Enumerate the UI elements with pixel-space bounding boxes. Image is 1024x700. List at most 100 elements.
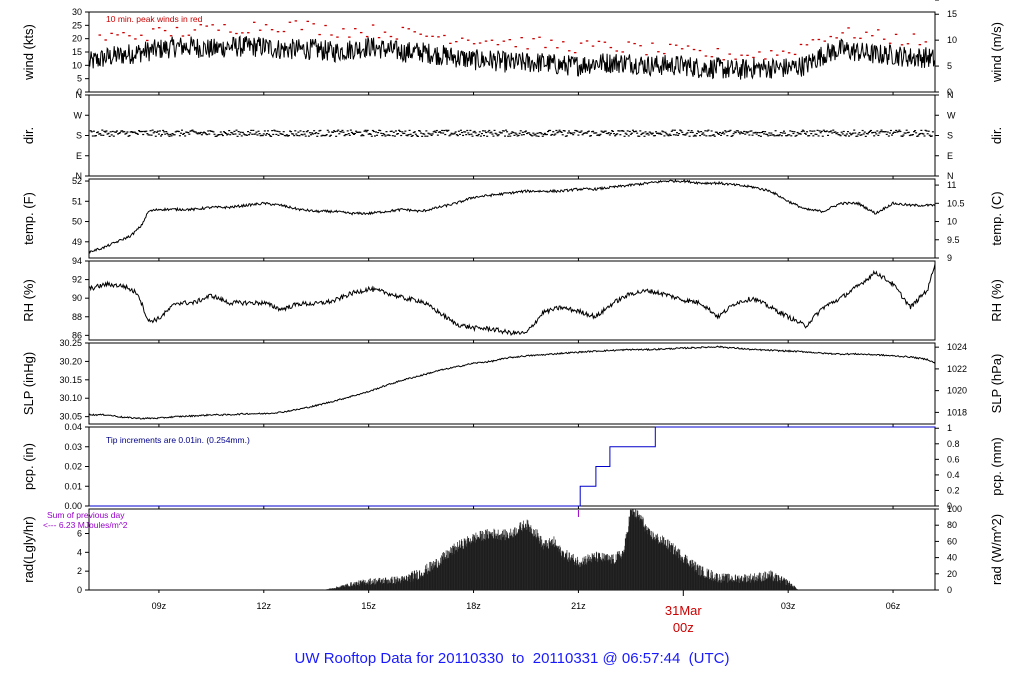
temp-ylabel-right: temp. (C) — [989, 191, 1004, 245]
x-tick-label: 21z — [571, 601, 586, 611]
pcp-ytick-label-left: 0.04 — [64, 422, 82, 432]
rad-annotation: <--- 6.23 MJoules/m^2 — [43, 520, 128, 530]
pcp-ytick-label-left: 0.02 — [64, 462, 82, 472]
panel-wind: 0 5 10 15 20 25 30 wind (kts) 0 5 10 15 wind (m/s) 10… — [21, 7, 1004, 97]
rh-ytick-label-left: 92 — [72, 275, 82, 285]
pcp-ytick-label-right: 0.8 — [947, 439, 960, 449]
temp-ytick-label-right: 9 — [947, 253, 952, 263]
rad-annotation: Sum of previous day — [47, 510, 125, 520]
temp-ytick-label-left: 50 — [72, 217, 82, 227]
wind-annotation: 10 min. peak winds in red — [106, 14, 203, 24]
dir-ytick-label-left: N — [76, 90, 83, 100]
rad-ytick-label-right: 60 — [947, 536, 957, 546]
pcp-ytick-label-left: 0.01 — [64, 481, 82, 491]
wind-ytick-label-left: 10 — [72, 60, 82, 70]
rad-ytick-label-right: 40 — [947, 553, 957, 563]
slp-ytick-label-left: 30.25 — [59, 338, 82, 348]
slp-series-line — [88, 345, 936, 420]
wind-ytick-label-left: 20 — [72, 34, 82, 44]
rh-series-line — [88, 263, 936, 336]
panel-temp: 49 50 51 52 temp. (F) 9 9.5 10 10.5 11 temp. (C) — [21, 176, 1004, 263]
slp-ytick-label-left: 30.05 — [59, 412, 82, 422]
rad-ytick-label-left: 2 — [77, 566, 82, 576]
rad-ytick-label-right: 0 — [947, 585, 952, 595]
temp-series-line — [88, 178, 936, 254]
rh-ytick-label-left: 86 — [72, 330, 82, 340]
x-tick-label: 09z — [152, 601, 167, 611]
dir-ytick-label-right: N — [947, 171, 954, 181]
pcp-ytick-label-left: 0.03 — [64, 442, 82, 452]
rh-ytick-label-right: 90 — [947, 0, 957, 2]
rh-ytick-label-right: 88 — [947, 0, 957, 2]
pcp-ytick-label-right: 1 — [947, 423, 952, 433]
wind-ytick-label-right: 15 — [947, 9, 957, 19]
rad-ytick-label-right: 100 — [947, 504, 962, 514]
slp-ytick-label-right: 1024 — [947, 342, 967, 352]
rh-ytick-label-right: 92 — [947, 0, 957, 2]
pcp-annotation: Tip increments are 0.01in. (0.254mm.) — [106, 435, 250, 445]
x-tick-label: 15z — [361, 601, 376, 611]
dir-ytick-label-right: N — [947, 90, 954, 100]
temp-frame — [88, 178, 936, 259]
wind-ytick-label-left: 0 — [77, 87, 82, 97]
x-tick-label: 06z — [886, 601, 901, 611]
pcp-series-line — [89, 426, 935, 507]
pcp-ytick-label-left: 0.00 — [64, 501, 82, 511]
rh-ytick-label-right: 94 — [947, 0, 957, 2]
panel-pcp: 0.00 0.01 0.02 0.03 0.04 pcp. (in) 0 0.2 0.4 0.6 0… — [21, 422, 1004, 511]
pcp-ytick-label-right: 0.6 — [947, 454, 960, 464]
rad-ytick-label-left: 0 — [77, 585, 82, 595]
x-tick-label: 12z — [257, 601, 272, 611]
rh-ytick-label-left: 88 — [72, 312, 82, 322]
wind-ytick-label-right: 5 — [947, 61, 952, 71]
slp-ylabel-left: SLP (inHg) — [21, 352, 36, 415]
date-label-day: 31Mar — [665, 603, 703, 618]
pcp-ytick-label-right: 0.4 — [947, 470, 960, 480]
x-axis: 09z 12z 15z 18z 21z 03z 06z 31Mar 00z — [152, 590, 901, 635]
temp-ytick-label-right: 10.5 — [947, 198, 965, 208]
slp-ytick-label-right: 1020 — [947, 386, 967, 396]
dir-ylabel-left: dir. — [21, 127, 36, 144]
dir-ytick-label-right: S — [947, 131, 953, 141]
slp-ytick-label-left: 30.20 — [59, 356, 82, 366]
rad-ytick-label-right: 20 — [947, 569, 957, 579]
panel-rad: 0 2 4 6 rad(Lgly/hr) 0 20 40 60 80 100 rad (W/m^2) S… — [21, 504, 1004, 595]
slp-frame — [88, 342, 936, 425]
dir-ytick-label-left: S — [76, 131, 82, 141]
temp-ytick-label-right: 9.5 — [947, 235, 960, 245]
rh-ytick-label-left: 94 — [72, 256, 82, 266]
wind-ytick-label-left: 25 — [72, 20, 82, 30]
wind-ylabel-left: wind (kts) — [21, 24, 36, 81]
temp-ytick-label-left: 51 — [72, 196, 82, 206]
wind-ytick-label-left: 30 — [72, 7, 82, 17]
wind-ytick-label-left: 5 — [77, 74, 82, 84]
rh-frame — [88, 260, 936, 341]
temp-ytick-label-right: 11 — [947, 180, 956, 190]
x-tick-label: 03z — [781, 601, 796, 611]
temp-ytick-label-left: 49 — [72, 237, 82, 247]
dir-ytick-label-left: W — [74, 110, 83, 120]
date-label-hour: 00z — [673, 620, 694, 635]
pcp-ylabel-right: pcp. (mm) — [989, 437, 1004, 496]
temp-ytick-label-right: 10 — [947, 217, 957, 227]
dir-ylabel-right: dir. — [989, 127, 1004, 144]
dir-ytick-label-left: N — [76, 171, 83, 181]
slp-ytick-label-left: 30.15 — [59, 375, 82, 385]
chart-title: UW Rooftop Data for 20110330 to 20110331… — [294, 650, 730, 667]
x-tick-label: 18z — [466, 601, 481, 611]
rad-ylabel-left: rad(Lgly/hr) — [21, 516, 36, 582]
panel-slp: 30.05 30.10 30.15 30.20 30.25 SLP (inHg) 1018 1… — [21, 338, 1004, 427]
slp-ylabel-right: SLP (hPa) — [989, 354, 1004, 414]
slp-ytick-label-left: 30.10 — [59, 393, 82, 403]
wind-ylabel-right: wind (m/s) — [989, 22, 1004, 83]
rad-ytick-label-left: 4 — [77, 547, 82, 557]
rh-ylabel-right: RH (%) — [989, 279, 1004, 322]
temp-ytick-label-left: 52 — [72, 176, 82, 186]
rh-ylabel-left: RH (%) — [21, 279, 36, 322]
slp-ytick-label-right: 1018 — [947, 407, 967, 417]
rad-ytick-label-left: 6 — [77, 528, 82, 538]
